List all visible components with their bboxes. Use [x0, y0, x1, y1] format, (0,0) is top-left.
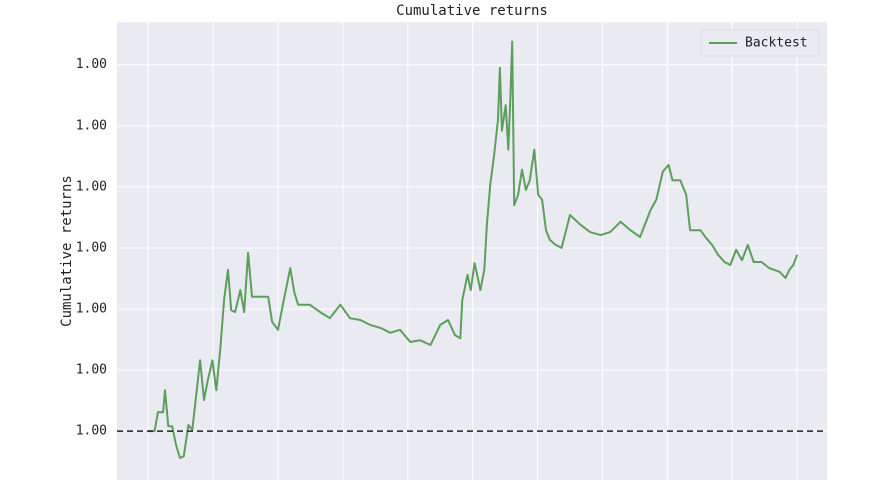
y-tick-label: 1.00 [76, 57, 107, 72]
y-axis-label: Cumulative returns [59, 175, 75, 327]
marks [117, 40, 827, 459]
legend-box [700, 29, 820, 57]
y-tick-label: 1.00 [76, 302, 107, 317]
legend-label: Backtest [745, 36, 808, 51]
line-series [148, 40, 799, 459]
chart-title: Cumulative returns [396, 3, 548, 19]
y-tick-label: 1.00 [76, 240, 107, 255]
legend: Backtest [700, 29, 820, 57]
y-tick-label: 1.00 [76, 179, 107, 194]
plot-area [117, 22, 827, 480]
y-tick-label: 1.00 [76, 363, 107, 378]
y-tick-label: 1.00 [76, 118, 107, 133]
y-tick-label: 1.00 [76, 424, 107, 439]
grid [117, 22, 827, 480]
